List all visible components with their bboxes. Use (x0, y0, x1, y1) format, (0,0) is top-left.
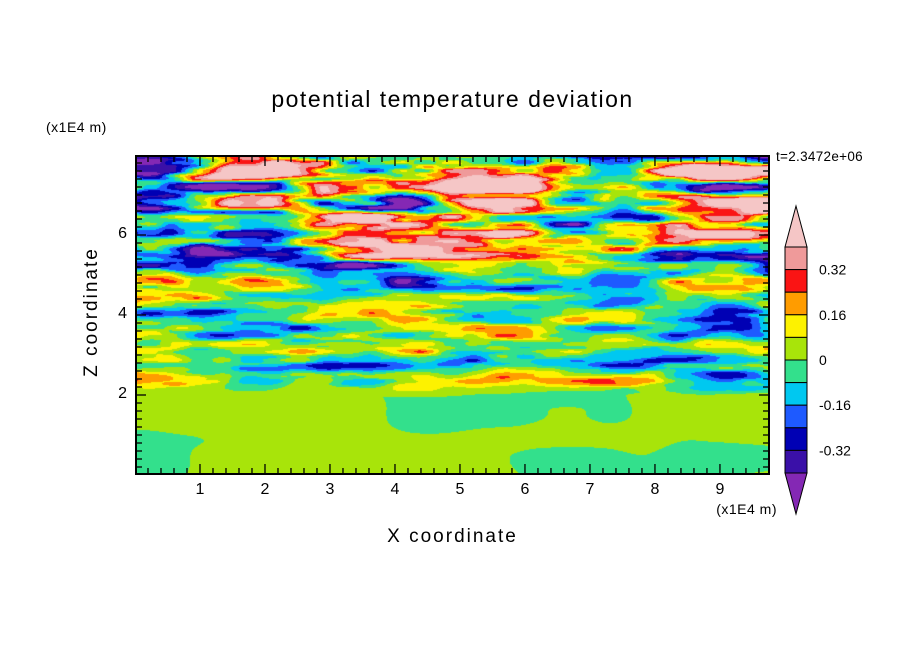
colorbar-label: -0.32 (819, 442, 851, 458)
colorbar-band (784, 449, 808, 474)
y-tick-label: 4 (118, 305, 127, 322)
x-tick-label: 4 (390, 481, 400, 498)
colorbar-band (784, 291, 808, 316)
colorbar-label: -0.16 (819, 397, 851, 413)
x-tick-label: 8 (650, 481, 660, 498)
colorbar-band (784, 246, 808, 271)
y-tick-label: 2 (118, 385, 127, 402)
chart-title: potential temperature deviation (271, 86, 634, 112)
x-axis-label: X coordinate (387, 526, 518, 547)
x-tick-label: 5 (455, 481, 465, 498)
colorbar: 0.32 0.16 0 -0.16 -0.32 (784, 204, 851, 516)
colorbar-band (784, 336, 808, 361)
x-axis-unit: (x1E4 m) (716, 501, 777, 517)
y-tick-label: 6 (118, 225, 127, 242)
colorbar-under-arrow (784, 472, 808, 516)
colorbar-band (784, 269, 808, 293)
colorbar-label: 0.16 (819, 307, 846, 323)
x-tick-label: 1 (195, 481, 205, 498)
colorbar-band (784, 314, 808, 338)
x-tick-label: 3 (325, 481, 335, 498)
colorbar-band (784, 404, 808, 429)
x-tick-label: 7 (585, 481, 595, 498)
colorbar-over-arrow (784, 204, 808, 248)
x-tick-label: 2 (260, 481, 270, 498)
time-annotation: t=2.3472e+06 (776, 149, 863, 164)
y-axis-unit: (x1E4 m) (46, 119, 107, 135)
colorbar-label: 0 (819, 352, 827, 368)
colorbar-band (784, 427, 808, 451)
contour-field (135, 155, 770, 475)
colorbar-band (784, 359, 808, 384)
colorbar-band (784, 382, 808, 406)
x-tick-label: 9 (715, 481, 725, 498)
x-tick-label: 6 (520, 481, 530, 498)
colorbar-label: 0.32 (819, 262, 846, 278)
